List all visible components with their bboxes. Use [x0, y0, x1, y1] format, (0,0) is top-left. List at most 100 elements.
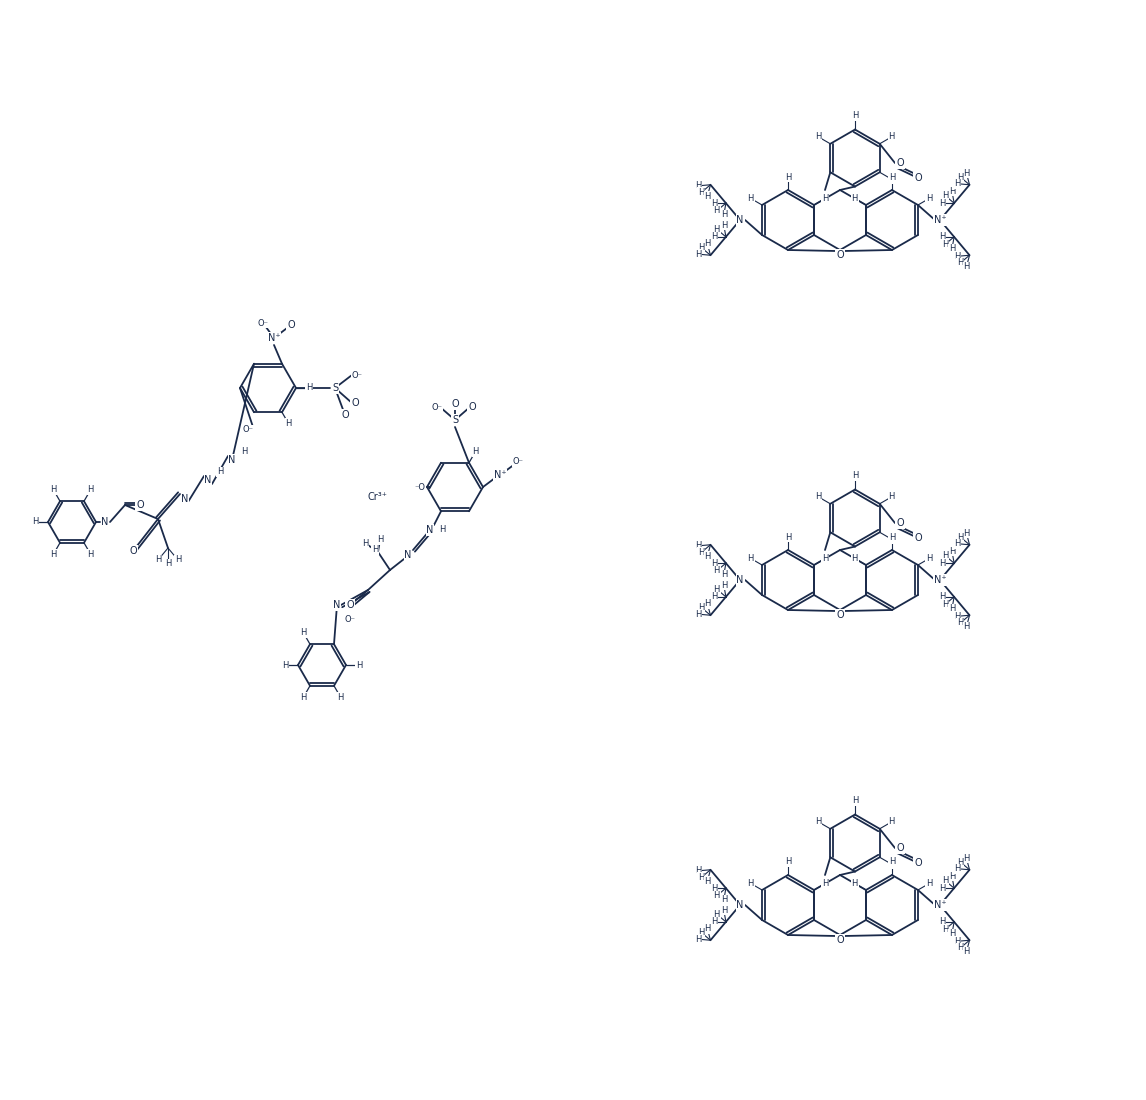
- Text: H: H: [955, 612, 960, 620]
- Text: ⁻O: ⁻O: [415, 483, 425, 492]
- Text: H: H: [704, 600, 711, 608]
- Text: H: H: [285, 419, 292, 428]
- Text: O: O: [837, 250, 843, 260]
- Text: O: O: [288, 320, 295, 330]
- Text: O: O: [351, 398, 359, 408]
- Text: O⁻: O⁻: [258, 319, 268, 328]
- Text: H: H: [282, 660, 288, 670]
- Text: N: N: [405, 550, 411, 560]
- Text: N⁺: N⁺: [268, 333, 281, 343]
- Text: H: H: [704, 924, 711, 933]
- Text: O: O: [915, 173, 921, 183]
- Text: H: H: [822, 194, 829, 204]
- Text: H: H: [747, 554, 754, 563]
- Text: H: H: [217, 468, 223, 476]
- Text: O⁻: O⁻: [352, 371, 362, 380]
- Text: H: H: [955, 539, 960, 548]
- Text: H: H: [32, 517, 38, 527]
- Text: H: H: [721, 581, 727, 590]
- Text: H: H: [241, 448, 248, 456]
- Text: N: N: [204, 475, 212, 485]
- Text: H: H: [698, 243, 705, 252]
- Text: H: H: [698, 548, 705, 557]
- Text: H: H: [939, 883, 945, 892]
- Text: H: H: [964, 168, 970, 178]
- Text: H: H: [711, 883, 717, 892]
- Text: H: H: [955, 179, 960, 188]
- Text: H: H: [949, 547, 956, 556]
- Text: H: H: [955, 252, 960, 261]
- Text: H: H: [721, 220, 727, 230]
- Text: H: H: [888, 860, 895, 869]
- Text: H: H: [964, 854, 970, 862]
- Text: N: N: [737, 900, 744, 910]
- Text: H: H: [889, 173, 895, 182]
- Text: H: H: [957, 173, 964, 182]
- Text: H: H: [949, 872, 956, 881]
- Text: H: H: [957, 858, 964, 867]
- Text: H: H: [851, 796, 858, 805]
- Text: N: N: [737, 214, 744, 225]
- Text: H: H: [472, 447, 479, 456]
- Text: H: H: [87, 485, 94, 495]
- Text: H: H: [704, 552, 711, 561]
- Text: H: H: [942, 925, 948, 934]
- Text: H: H: [747, 194, 754, 204]
- Text: H: H: [957, 944, 964, 953]
- Text: H: H: [939, 593, 945, 602]
- Text: H: H: [949, 187, 956, 196]
- Text: H: H: [704, 191, 711, 201]
- Text: N⁺: N⁺: [934, 214, 947, 225]
- Text: H: H: [300, 628, 307, 638]
- Text: H: H: [939, 917, 945, 926]
- Text: O: O: [915, 858, 921, 868]
- Text: H: H: [165, 560, 171, 569]
- Text: H: H: [955, 937, 960, 946]
- Text: N: N: [426, 525, 433, 535]
- Text: O: O: [452, 399, 458, 409]
- Text: H: H: [964, 947, 970, 956]
- Text: O: O: [837, 935, 843, 945]
- Text: H: H: [711, 559, 717, 568]
- Text: H: H: [964, 262, 970, 272]
- Text: H: H: [822, 554, 829, 563]
- Text: H: H: [714, 224, 720, 233]
- Text: O: O: [342, 410, 348, 420]
- Text: H: H: [155, 556, 162, 564]
- Text: O: O: [129, 546, 136, 556]
- Text: H: H: [964, 623, 970, 631]
- Text: H: H: [949, 244, 956, 253]
- Text: H: H: [851, 111, 858, 120]
- Text: H: H: [939, 559, 945, 568]
- Text: O: O: [896, 518, 904, 528]
- Text: H: H: [851, 879, 858, 888]
- Text: H: H: [377, 536, 383, 544]
- Text: O: O: [469, 402, 476, 412]
- Text: H: H: [714, 891, 720, 901]
- Text: H: H: [942, 876, 948, 884]
- Text: H: H: [50, 485, 56, 495]
- Text: H: H: [851, 194, 858, 204]
- Text: H: H: [721, 895, 727, 904]
- Text: H: H: [942, 191, 948, 200]
- Text: H: H: [926, 879, 933, 888]
- Text: O⁻: O⁻: [512, 458, 524, 466]
- Text: O: O: [896, 843, 904, 852]
- Text: H: H: [815, 132, 822, 141]
- Text: H: H: [696, 609, 701, 618]
- Text: H: H: [942, 601, 948, 609]
- Text: N⁺: N⁺: [934, 575, 947, 585]
- Text: N⁺: N⁺: [934, 900, 947, 910]
- Text: H: H: [714, 566, 720, 575]
- Text: H: H: [949, 604, 956, 613]
- Text: O⁻: O⁻: [345, 615, 355, 624]
- Text: H: H: [175, 556, 181, 564]
- Text: H: H: [711, 232, 717, 241]
- Text: H: H: [889, 858, 895, 867]
- Text: H: H: [696, 250, 701, 258]
- Text: N: N: [228, 455, 236, 465]
- Text: O: O: [915, 534, 921, 543]
- Text: H: H: [721, 210, 727, 220]
- Text: H: H: [942, 551, 948, 560]
- Text: H: H: [815, 493, 822, 502]
